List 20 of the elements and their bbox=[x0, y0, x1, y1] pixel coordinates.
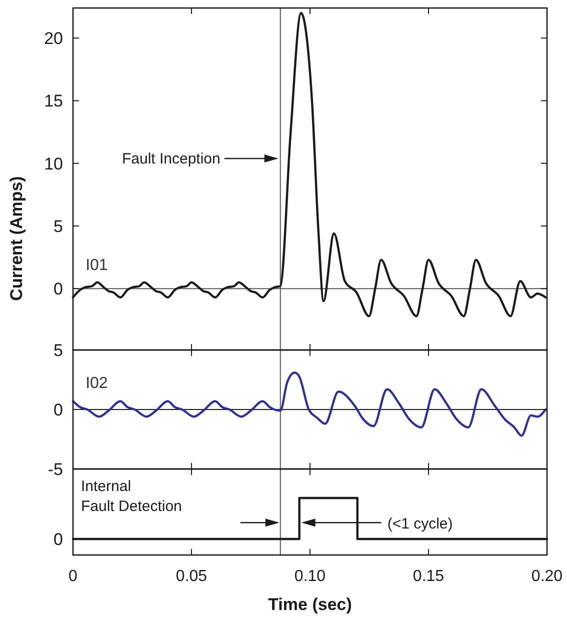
y-tick-label: 5 bbox=[54, 341, 63, 360]
x-tick-label: 0.20 bbox=[531, 568, 563, 585]
y-tick-label: 0 bbox=[54, 400, 63, 420]
y-tick-label: 10 bbox=[44, 154, 63, 174]
y-tick-label: 5 bbox=[54, 216, 63, 236]
y-tick-label: 20 bbox=[44, 29, 63, 48]
y-tick-label: 0 bbox=[54, 280, 63, 299]
x-tick-label: 0 bbox=[68, 568, 78, 585]
series-label: I02 bbox=[86, 375, 108, 392]
series-label: I01 bbox=[86, 256, 108, 274]
x-tick-label: 0.10 bbox=[294, 568, 326, 585]
x-tick-label: 0.15 bbox=[412, 568, 444, 585]
annotation: Fault Inception bbox=[122, 150, 220, 168]
x-tick-label: 0.05 bbox=[176, 568, 208, 585]
y-tick-label: -5 bbox=[48, 460, 63, 479]
y-axis-title: Current (Amps) bbox=[7, 176, 26, 301]
x-axis-title: Time (sec) bbox=[268, 595, 352, 614]
annotation: (<1 cycle) bbox=[387, 516, 453, 533]
y-tick-label: 15 bbox=[44, 92, 63, 111]
annotation: Internal Fault Detection bbox=[81, 478, 182, 515]
